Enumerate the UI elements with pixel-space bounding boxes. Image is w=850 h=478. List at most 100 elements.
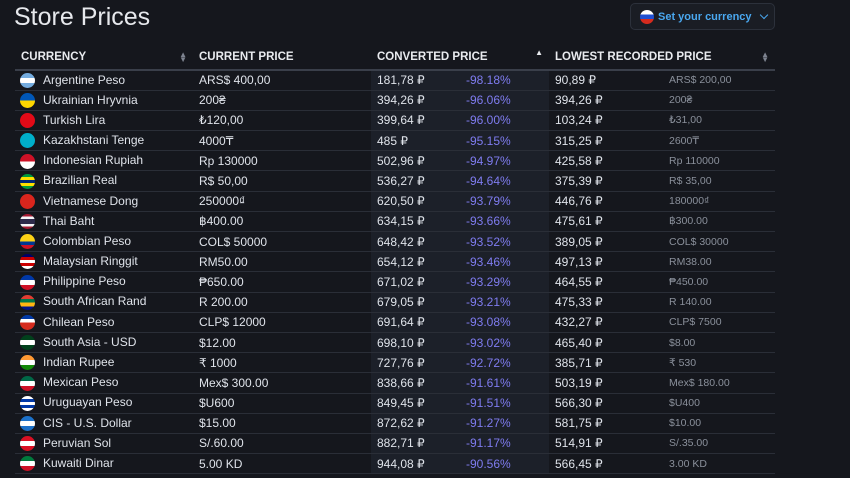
lowest-original-price: COL$ 30000 (663, 231, 775, 253)
flag-icon (20, 456, 35, 472)
current-price: ₹ 1000 (193, 352, 371, 374)
lowest-original-price: $10.00 (663, 413, 775, 434)
flag-icon (20, 315, 35, 330)
currency-cell: Peruvian Sol (15, 433, 193, 455)
currency-name: Thai Baht (43, 213, 95, 228)
lowest-price: 497,13 ₽ (549, 251, 663, 273)
flag-icon (20, 254, 35, 270)
current-price: ₺120,00 (193, 110, 371, 132)
converted-price: 882,71 ₽ (371, 433, 460, 455)
lowest-price: 425,58 ₽ (549, 150, 663, 172)
sort-ascending-icon[interactable]: ▲ (535, 48, 543, 57)
currency-cell: Brazilian Real (15, 170, 193, 192)
currency-cell: Indian Rupee (15, 352, 193, 374)
flag-icon (20, 294, 35, 310)
discount-percent: -91.17% (460, 433, 549, 455)
header-currency[interactable]: CURRENCY ▲ ▼ (15, 44, 193, 71)
lowest-original-price: ₺31,00 (663, 110, 775, 132)
converted-price: 620,50 ₽ (371, 191, 460, 212)
table-row: Peruvian Sol S/.60.00 882,71 ₽ -91.17% 5… (15, 433, 775, 455)
converted-price: 698,10 ₽ (371, 332, 460, 354)
lowest-price: 475,33 ₽ (549, 292, 663, 313)
converted-price: 394,26 ₽ (371, 90, 460, 111)
lowest-original-price: $U400 (663, 393, 775, 414)
discount-percent: -93.66% (460, 211, 549, 233)
chevron-down-icon (759, 10, 768, 20)
table-row: South African Rand R 200.00 679,05 ₽ -93… (15, 292, 775, 313)
header-currency-label: CURRENCY (21, 50, 87, 63)
lowest-original-price: 200₴ (663, 90, 775, 111)
converted-price: 502,96 ₽ (371, 150, 460, 172)
header-converted-price[interactable]: CONVERTED PRICE ▲ (371, 44, 549, 71)
table-row: Thai Baht ฿400.00 634,15 ₽ -93.66% 475,6… (15, 211, 775, 233)
currency-name: Indian Rupee (43, 355, 115, 370)
lowest-original-price: S/.35.00 (663, 433, 775, 455)
set-currency-label: Set your currency (658, 10, 752, 23)
discount-percent: -93.21% (460, 292, 549, 313)
discount-percent: -91.61% (460, 372, 549, 394)
table-row: Vietnamese Dong 250000₫ 620,50 ₽ -93.79%… (15, 191, 775, 212)
table-row: Uruguayan Peso $U600 849,45 ₽ -91.51% 56… (15, 393, 775, 414)
lowest-price: 432,27 ₽ (549, 312, 663, 333)
lowest-price: 315,25 ₽ (549, 130, 663, 152)
converted-price: 399,64 ₽ (371, 110, 460, 132)
currency-cell: Uruguayan Peso (15, 393, 193, 414)
discount-percent: -94.97% (460, 150, 549, 172)
discount-percent: -96.06% (460, 90, 549, 111)
header-lowest-label: LOWEST RECORDED PRICE (555, 50, 712, 63)
currency-cell: Argentine Peso (15, 70, 193, 91)
currency-name: Kuwaiti Dinar (43, 455, 114, 470)
discount-percent: -93.52% (460, 231, 549, 253)
discount-percent: -93.46% (460, 251, 549, 273)
discount-percent: -91.51% (460, 393, 549, 414)
lowest-price: 566,30 ₽ (549, 393, 663, 414)
lowest-price: 385,71 ₽ (549, 352, 663, 374)
current-price: R$ 50,00 (193, 170, 371, 192)
table-row: CIS - U.S. Dollar $15.00 872,62 ₽ -91.27… (15, 413, 775, 434)
russia-flag-icon (640, 9, 654, 24)
lowest-original-price: ₱450.00 (663, 271, 775, 293)
discount-percent: -93.29% (460, 271, 549, 293)
discount-percent: -94.64% (460, 170, 549, 192)
converted-price: 648,42 ₽ (371, 231, 460, 253)
converted-price: 691,64 ₽ (371, 312, 460, 333)
flag-icon (20, 415, 35, 431)
currency-cell: South African Rand (15, 292, 193, 313)
flag-icon (20, 395, 35, 411)
converted-price: 485 ₽ (371, 130, 460, 152)
table-row: Brazilian Real R$ 50,00 536,27 ₽ -94.64%… (15, 170, 775, 192)
header-lowest-price[interactable]: LOWEST RECORDED PRICE ▲ ▼ (549, 44, 775, 71)
lowest-original-price: ARS$ 200,00 (663, 70, 775, 91)
current-price: ARS$ 400,00 (193, 70, 371, 91)
current-price: Rp 130000 (193, 150, 371, 172)
currency-cell: Mexican Peso (15, 372, 193, 394)
lowest-original-price: 180000₫ (663, 191, 775, 212)
table-row: Argentine Peso ARS$ 400,00 181,78 ₽ -98.… (15, 70, 775, 91)
lowest-price: 465,40 ₽ (549, 332, 663, 354)
flag-icon (20, 355, 35, 371)
flag-icon (20, 153, 35, 169)
set-currency-button[interactable]: Set your currency (630, 3, 775, 30)
currency-cell: Thai Baht (15, 211, 193, 233)
sort-icon[interactable]: ▲ ▼ (179, 50, 187, 64)
current-price: 4000₸ (193, 130, 371, 152)
lowest-original-price: Mex$ 180.00 (663, 372, 775, 394)
currency-name: Brazilian Real (43, 173, 118, 188)
currency-cell: Kuwaiti Dinar (15, 453, 193, 475)
lowest-price: 90,89 ₽ (549, 70, 663, 91)
currency-cell: South Asia - USD (15, 332, 193, 354)
currency-name: Argentine Peso (43, 72, 126, 87)
lowest-price: 389,05 ₽ (549, 231, 663, 253)
flag-icon (20, 113, 35, 129)
table-row: Kuwaiti Dinar 5.00 KD 944,08 ₽ -90.56% 5… (15, 453, 775, 475)
current-price: ₱650.00 (193, 271, 371, 293)
currency-name: Indonesian Rupiah (43, 153, 144, 168)
table-row: Mexican Peso Mex$ 300.00 838,66 ₽ -91.61… (15, 372, 775, 394)
converted-price: 944,08 ₽ (371, 453, 460, 475)
lowest-price: 581,75 ₽ (549, 413, 663, 434)
sort-icon[interactable]: ▲ ▼ (761, 50, 769, 64)
page-title: Store Prices (14, 3, 151, 31)
currency-name: South Asia - USD (43, 334, 137, 349)
table-row: South Asia - USD $12.00 698,10 ₽ -93.02%… (15, 332, 775, 354)
current-price: $12.00 (193, 332, 371, 354)
